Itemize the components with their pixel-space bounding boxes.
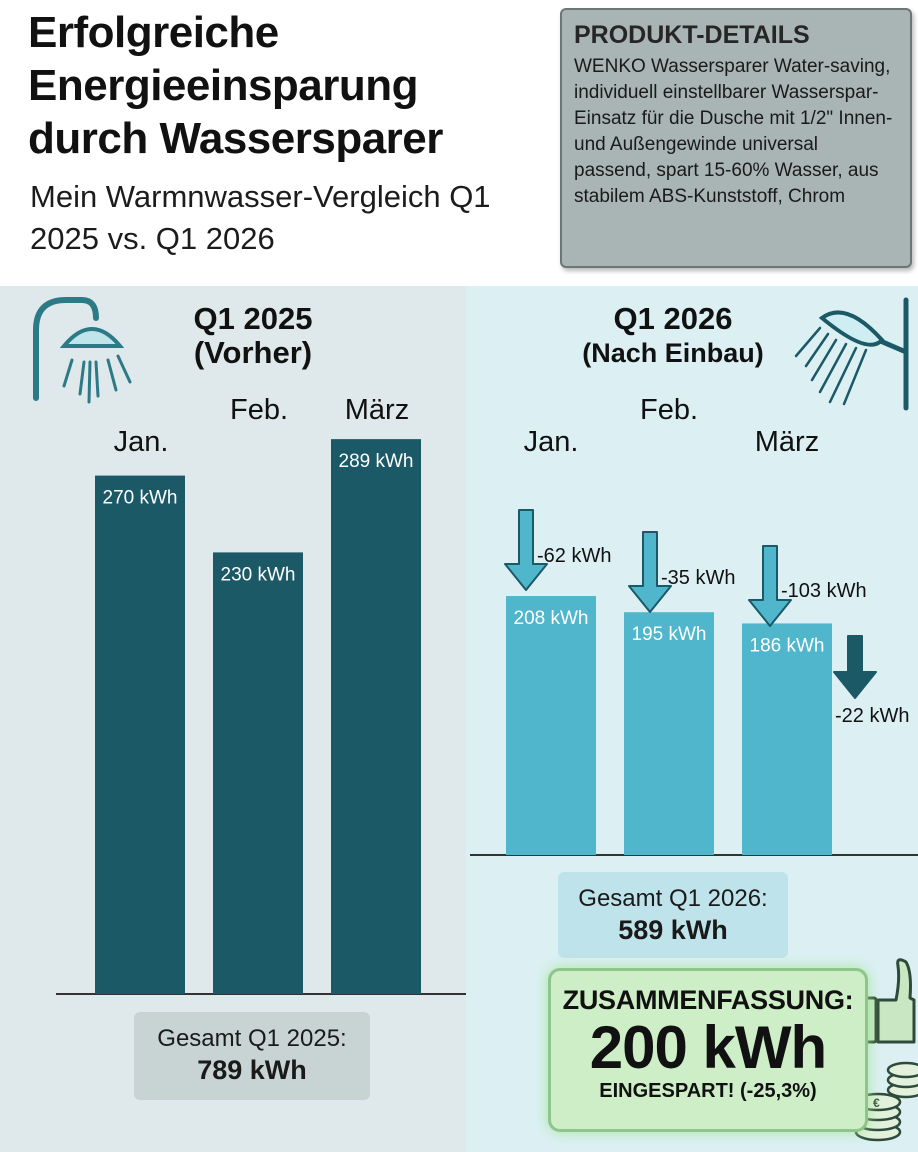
summary-heading: ZUSAMMENFASSUNG:	[551, 985, 865, 1016]
change-label-extra: -22 kWh	[835, 705, 909, 727]
month-label-2025-mar: März	[307, 394, 447, 427]
month-label-2025-jan: Jan.	[71, 426, 211, 459]
summary-box: ZUSAMMENFASSUNG: 200 kWh EINGESPART! (-2…	[548, 968, 868, 1132]
change-arrow-extra	[834, 636, 876, 698]
bar-2026-2	[742, 623, 832, 855]
change-label-2: -103 kWh	[781, 580, 867, 602]
month-label-2026-jan: Jan.	[481, 426, 621, 459]
panel-title-2025-line2: (Vorher)	[128, 336, 378, 370]
bar-label-2025-2: 289 kWh	[339, 451, 414, 472]
bar-label-2025-0: 270 kWh	[103, 488, 178, 509]
panel-title-2025-line1: Q1 2025	[128, 302, 378, 336]
bar-2025-0	[95, 476, 185, 994]
bar-2025-1	[213, 552, 303, 994]
svg-text:€: €	[873, 1096, 880, 1110]
panel-title-2026-line2: (Nach Einbau)	[548, 336, 798, 370]
summary-sub: EINGESPART! (-25,3%)	[551, 1080, 865, 1103]
bar-2026-0	[506, 596, 596, 855]
total-box-2025: Gesamt Q1 2025: 789 kWh	[134, 1012, 370, 1100]
panel-title-2025: Q1 2025 (Vorher)	[128, 302, 378, 370]
month-label-2026-mar: März	[717, 426, 857, 459]
bar-label-2026-0: 208 kWh	[514, 608, 589, 629]
total-value-2026: 589 kWh	[558, 914, 788, 946]
bar-label-2026-1: 195 kWh	[632, 624, 707, 645]
bar-label-2026-2: 186 kWh	[750, 635, 825, 656]
bar-2026-1	[624, 612, 714, 855]
hand-shower-icon	[796, 300, 906, 408]
shower-head-icon	[36, 300, 130, 402]
change-label-0: -62 kWh	[537, 545, 611, 567]
bar-label-2025-1: 230 kWh	[221, 564, 296, 585]
change-label-1: -35 kWh	[661, 567, 735, 589]
total-label-2025: Gesamt Q1 2025:	[134, 1024, 370, 1054]
panel-title-2026-line1: Q1 2026	[548, 302, 798, 336]
total-box-2026: Gesamt Q1 2026: 589 kWh	[558, 872, 788, 958]
bar-2025-2	[331, 439, 421, 994]
summary-value: 200 kWh	[551, 1016, 865, 1080]
total-label-2026: Gesamt Q1 2026:	[558, 884, 788, 914]
month-label-2026-feb: Feb.	[599, 394, 739, 427]
panel-title-2026: Q1 2026 (Nach Einbau)	[548, 302, 798, 370]
total-value-2025: 789 kWh	[134, 1054, 370, 1086]
